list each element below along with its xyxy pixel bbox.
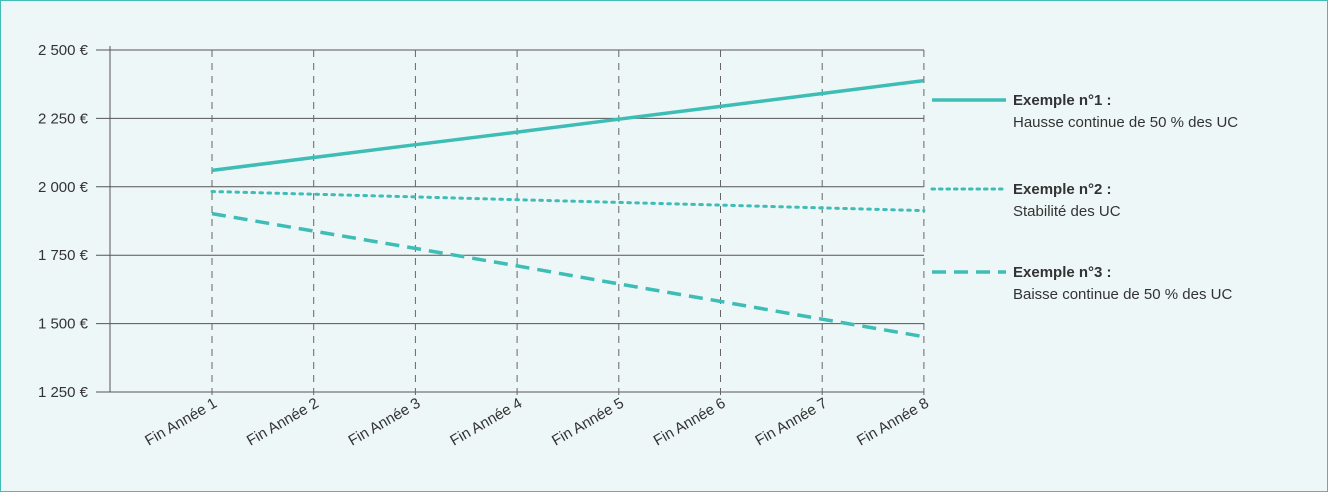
legend-item-example-1: Exemple n°1 : Hausse continue de 50 % de…: [930, 92, 1320, 136]
legend-title-example-3: Exemple n°3 :: [1013, 264, 1112, 281]
legend-swatch-dotted: [930, 187, 1008, 191]
legend-desc-example-2: Stabilité des UC: [1013, 203, 1121, 220]
x-tick-label: Fin Année 6: [651, 395, 729, 450]
y-tick-label: 1 250 €: [38, 384, 89, 401]
horizontal-gridlines: [96, 49, 924, 393]
legend-desc-example-3: Baisse continue de 50 % des UC: [1013, 286, 1233, 303]
y-tick-label: 2 000 €: [38, 179, 89, 196]
y-tick-label: 1 750 €: [38, 247, 89, 264]
x-tick-label: Fin Année 5: [549, 395, 627, 450]
legend-item-example-3: Exemple n°3 : Baisse continue de 50 % de…: [930, 264, 1320, 308]
y-axis-tick-labels: 1 250 € 1 500 € 1 750 € 2 000 € 2 250 € 2 500…: [38, 42, 89, 401]
series-line-s2: [210, 190, 926, 213]
legend-swatch-solid: [932, 98, 1006, 102]
legend-title-example-2: Exemple n°2 :: [1013, 181, 1112, 198]
y-tick-label: 2 250 €: [38, 110, 89, 127]
x-tick-label: Fin Année 2: [244, 395, 322, 450]
legend-title-example-1: Exemple n°1 :: [1013, 92, 1112, 109]
x-tick-label: Fin Année 3: [346, 395, 424, 450]
y-tick-label: 1 500 €: [38, 316, 89, 333]
x-axis-tick-labels: Fin Année 1 Fin Année 2 Fin Année 3 Fin Ann…: [142, 395, 932, 450]
x-tick-label: Fin Année 4: [447, 395, 525, 450]
x-tick-label: Fin Année 1: [142, 395, 220, 450]
x-tick-label: Fin Année 8: [854, 395, 932, 450]
legend: Exemple n°1 : Hausse continue de 50 % de…: [930, 0, 1320, 492]
legend-swatch-dashed: [932, 270, 1006, 274]
series-line-s3: [211, 211, 925, 339]
legend-desc-example-1: Hausse continue de 50 % des UC: [1013, 114, 1239, 131]
series-lines: [210, 78, 926, 339]
x-tick-label: Fin Année 7: [752, 395, 830, 450]
y-tick-label: 2 500 €: [38, 42, 89, 59]
series-line-s1: [211, 78, 925, 173]
legend-item-example-2: Exemple n°2 : Stabilité des UC: [930, 181, 1320, 225]
vertical-gridlines: [211, 50, 925, 399]
